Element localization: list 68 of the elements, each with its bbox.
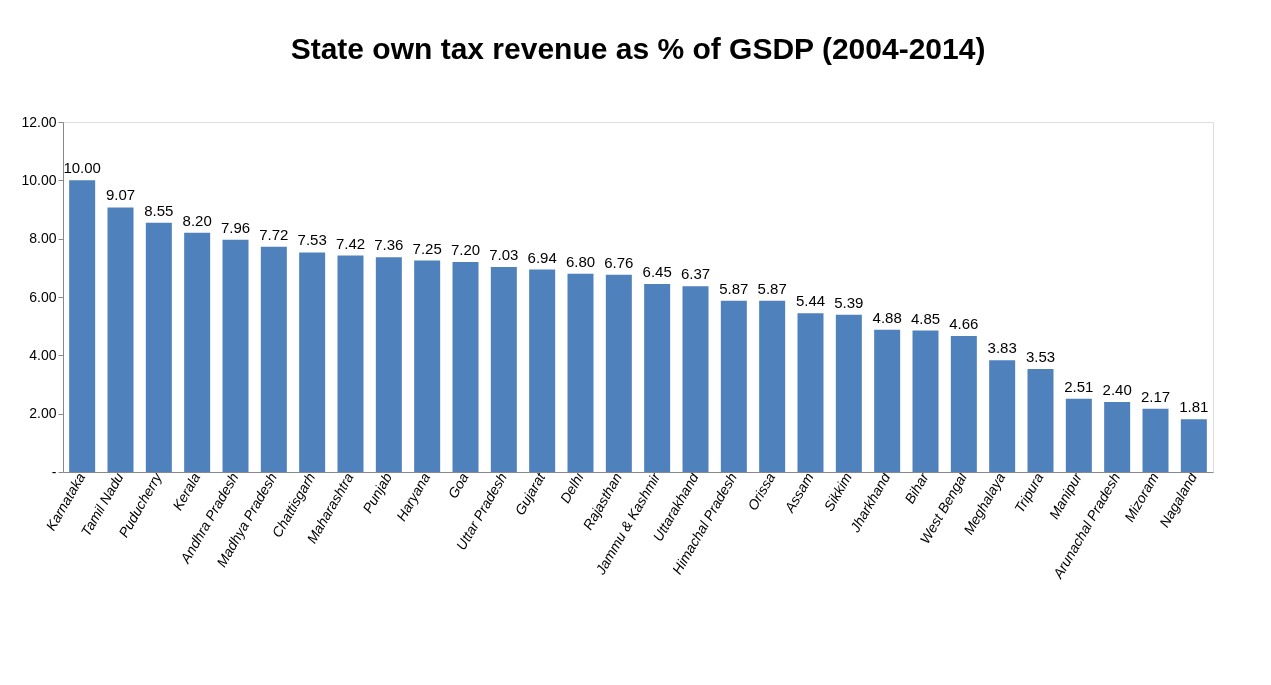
bar xyxy=(1142,408,1169,472)
bar xyxy=(874,329,901,472)
bar xyxy=(759,300,786,472)
data-label: 2.51 xyxy=(1064,377,1094,395)
bar xyxy=(835,314,862,472)
data-label: 2.40 xyxy=(1102,381,1132,398)
bar xyxy=(490,266,517,472)
data-label: 4.85 xyxy=(910,309,941,327)
bar xyxy=(912,330,939,472)
bar xyxy=(260,246,287,472)
data-label: 6.94 xyxy=(527,248,557,266)
bar xyxy=(605,274,632,472)
data-label: 7.42 xyxy=(335,234,366,252)
y-tick-label: 8.00 xyxy=(29,230,57,247)
chart-title: State own tax revenue as % of GSDP (2004-2014) xyxy=(290,32,986,65)
data-label: 4.88 xyxy=(872,308,902,326)
bar xyxy=(1065,398,1092,472)
bar xyxy=(529,269,556,472)
bar xyxy=(145,222,172,472)
bar xyxy=(452,262,479,472)
bar xyxy=(1027,369,1054,472)
data-label: 6.45 xyxy=(642,262,672,280)
bar xyxy=(337,255,364,472)
bar xyxy=(184,232,211,472)
y-tick-label: 12.00 xyxy=(21,113,57,130)
bar xyxy=(222,239,249,472)
data-label: 5.39 xyxy=(834,293,864,311)
data-label: 7.53 xyxy=(297,231,327,249)
data-label: 7.03 xyxy=(489,245,519,263)
bar xyxy=(299,252,326,472)
bar xyxy=(107,207,134,472)
y-tick-label: 4.00 xyxy=(29,346,57,363)
bar xyxy=(69,180,96,472)
y-tick-label: 2.00 xyxy=(29,405,57,422)
bar xyxy=(797,313,824,472)
bar xyxy=(950,336,977,472)
data-label: 7.25 xyxy=(412,239,442,257)
data-label: 7.96 xyxy=(220,218,251,236)
data-label: 5.44 xyxy=(795,292,826,310)
data-label: 3.83 xyxy=(987,339,1017,357)
bar xyxy=(720,300,747,472)
data-label: 9.07 xyxy=(105,186,136,204)
data-label: 8.55 xyxy=(144,201,174,219)
y-tick-label: 6.00 xyxy=(29,288,57,305)
bar xyxy=(989,360,1016,472)
data-label: 6.37 xyxy=(680,265,711,283)
data-label: 6.80 xyxy=(565,252,596,270)
data-label: 2.17 xyxy=(1140,387,1171,405)
data-label: 3.53 xyxy=(1025,348,1056,366)
data-label: 8.20 xyxy=(182,211,212,229)
data-label: 1.81 xyxy=(1179,398,1209,416)
bar xyxy=(682,286,709,472)
data-label: 10.00 xyxy=(63,159,101,177)
bar xyxy=(1104,402,1131,472)
y-tick-label: 10.00 xyxy=(21,171,57,188)
bar xyxy=(414,260,441,472)
data-label: 5.87 xyxy=(757,279,787,297)
bar xyxy=(375,257,402,472)
data-label: 7.36 xyxy=(374,236,404,254)
data-label: 5.87 xyxy=(719,279,749,297)
y-tick-label: - xyxy=(51,463,57,480)
data-label: 7.20 xyxy=(450,241,481,258)
data-label: 7.72 xyxy=(259,225,289,243)
data-label: 6.76 xyxy=(604,253,634,271)
data-label: 4.66 xyxy=(949,315,979,333)
bar xyxy=(644,283,671,472)
bar xyxy=(567,273,594,472)
bar xyxy=(1180,419,1207,472)
